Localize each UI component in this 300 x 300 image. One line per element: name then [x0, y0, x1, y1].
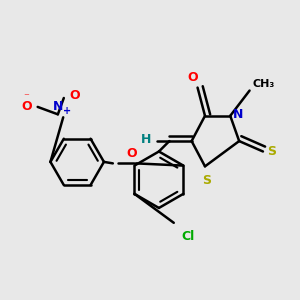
Text: N: N — [233, 108, 244, 121]
Text: O: O — [188, 71, 198, 84]
Text: S: S — [202, 174, 211, 187]
Text: ⁻: ⁻ — [24, 92, 30, 102]
Text: N: N — [53, 100, 63, 113]
Text: O: O — [69, 88, 80, 101]
Text: O: O — [127, 147, 137, 161]
Text: O: O — [21, 100, 32, 113]
Text: S: S — [267, 145, 276, 158]
Text: Cl: Cl — [181, 230, 194, 243]
Text: +: + — [63, 106, 71, 116]
Text: H: H — [141, 133, 152, 146]
Text: CH₃: CH₃ — [253, 79, 275, 89]
